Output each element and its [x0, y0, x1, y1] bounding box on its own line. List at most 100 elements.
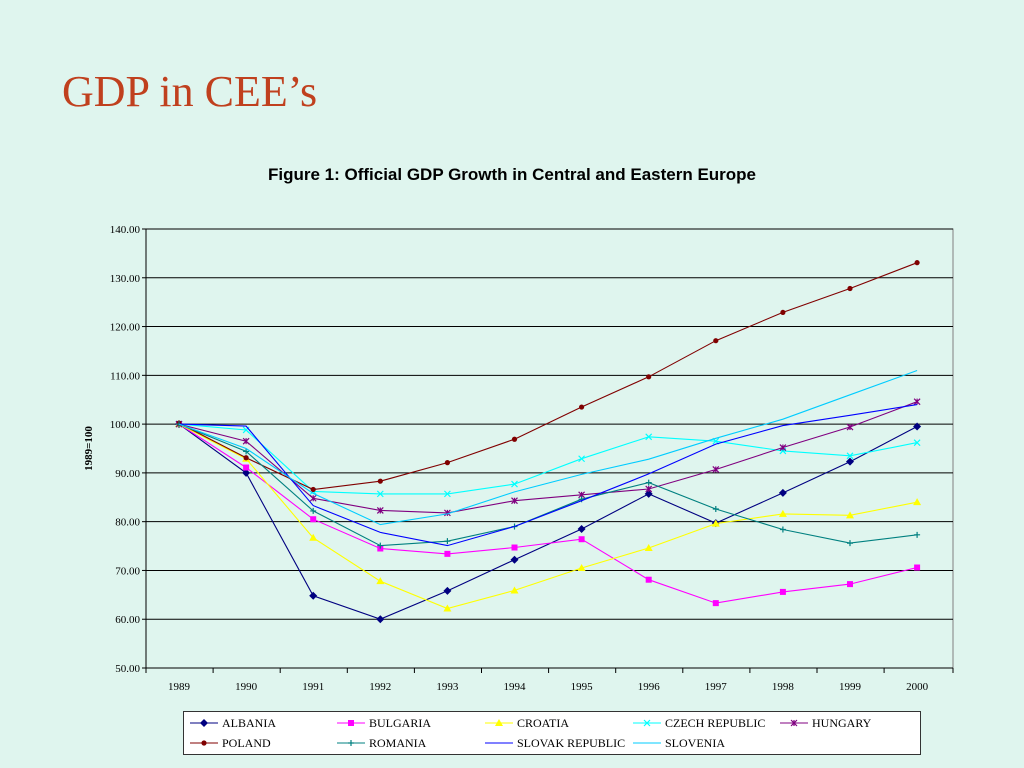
y-tick-label: 60.00 — [115, 614, 140, 626]
data-point — [914, 260, 920, 266]
data-point — [712, 466, 720, 473]
data-point — [779, 526, 786, 533]
data-point — [309, 494, 317, 502]
data-point — [645, 479, 652, 486]
legend-label: BULGARIA — [369, 715, 431, 730]
data-point — [847, 540, 853, 547]
data-point — [847, 285, 853, 292]
data-point — [578, 536, 585, 543]
data-point — [243, 464, 250, 471]
data-point — [790, 719, 798, 727]
data-point — [511, 436, 518, 442]
data-point — [778, 509, 787, 517]
data-point — [847, 581, 853, 588]
y-tick-label: 130.00 — [110, 273, 141, 285]
legend-label: ROMANIA — [369, 735, 427, 750]
legend-item: ROMANIA — [337, 734, 426, 752]
legend-swatch — [190, 719, 218, 727]
data-point — [779, 588, 786, 595]
series-line — [178, 423, 918, 610]
gridlines — [145, 228, 954, 669]
legend-label: CZECH REPUBLIC — [665, 715, 766, 730]
legend-item: BULGARIA — [337, 714, 431, 732]
data-point — [913, 439, 921, 447]
data-point — [443, 586, 452, 595]
x-tick-label: 1989 — [168, 681, 191, 693]
legend-swatch — [633, 742, 661, 744]
data-point — [348, 720, 354, 726]
data-point — [200, 719, 208, 727]
data-point — [712, 600, 719, 607]
data-point — [377, 478, 383, 484]
data-point — [348, 740, 354, 746]
data-point — [201, 740, 207, 746]
data-point — [914, 531, 921, 538]
legend-swatch — [337, 740, 365, 746]
series-hungary — [175, 398, 921, 517]
legend-item: SLOVENIA — [633, 734, 725, 752]
y-tick-label: 70.00 — [115, 565, 140, 577]
y-tick-label: 110.00 — [110, 370, 140, 382]
data-point — [914, 564, 921, 571]
series-slovak-republic — [178, 404, 918, 547]
y-tick-label: 140.00 — [110, 224, 141, 236]
data-point — [309, 533, 318, 541]
data-point — [377, 542, 384, 549]
chart-title: Figure 1: Official GDP Growth in Central… — [267, 165, 757, 184]
legend-item: HUNGARY — [780, 714, 871, 732]
y-axis-label: 1989=100 — [83, 426, 95, 471]
legend-label: SLOVAK REPUBLIC — [517, 735, 626, 750]
x-tick-label: 1994 — [504, 681, 527, 693]
legend-swatch — [337, 720, 365, 726]
series-line — [178, 423, 918, 620]
data-point — [243, 448, 250, 455]
x-tick-label: 1992 — [369, 681, 391, 693]
series-line — [178, 262, 918, 491]
slide-title: GDP in CEE’s — [62, 67, 318, 116]
series-poland — [176, 260, 920, 493]
axes: 50.00 60.00 70.00 80.00 90.00 100.00 110.00 120… — [83, 224, 954, 693]
data-point — [243, 455, 249, 461]
data-point — [376, 507, 384, 514]
y-tick-label: 100.00 — [110, 419, 141, 431]
legend-label: ALBANIA — [222, 715, 276, 730]
data-point — [645, 485, 653, 493]
data-point — [913, 422, 922, 431]
data-point — [579, 404, 585, 410]
data-point — [780, 309, 786, 316]
data-point — [511, 497, 518, 505]
data-point — [712, 505, 719, 512]
series-albania — [175, 420, 922, 624]
series-croatia — [175, 420, 922, 612]
data-point — [913, 398, 921, 406]
data-point — [376, 577, 385, 585]
x-tick-label: 1996 — [638, 681, 661, 693]
data-point — [846, 511, 854, 519]
legend-swatch — [633, 719, 661, 727]
data-point — [778, 488, 787, 497]
x-tick-label: 1990 — [235, 681, 258, 693]
x-tick-label: 2000 — [906, 681, 929, 693]
data-point — [444, 460, 450, 466]
legend-item: CROATIA — [485, 714, 569, 732]
data-point — [309, 591, 318, 600]
data-point — [444, 538, 451, 545]
x-tick-label: 1993 — [436, 681, 459, 693]
data-point — [511, 480, 518, 488]
data-point — [645, 433, 653, 441]
data-point — [510, 586, 519, 594]
data-point — [846, 452, 854, 460]
legend-item: SLOVAK REPUBLIC — [485, 734, 625, 752]
x-tick-label: 1999 — [839, 681, 862, 693]
data-point — [711, 519, 720, 527]
data-point — [577, 564, 586, 572]
legend-label: POLAND — [222, 735, 271, 750]
series-line — [178, 423, 918, 495]
x-tick-label: 1995 — [571, 681, 594, 693]
data-point — [443, 490, 451, 498]
data-point — [846, 423, 854, 431]
data-point — [242, 437, 250, 445]
legend-swatch — [190, 740, 218, 746]
data-point — [495, 719, 503, 726]
